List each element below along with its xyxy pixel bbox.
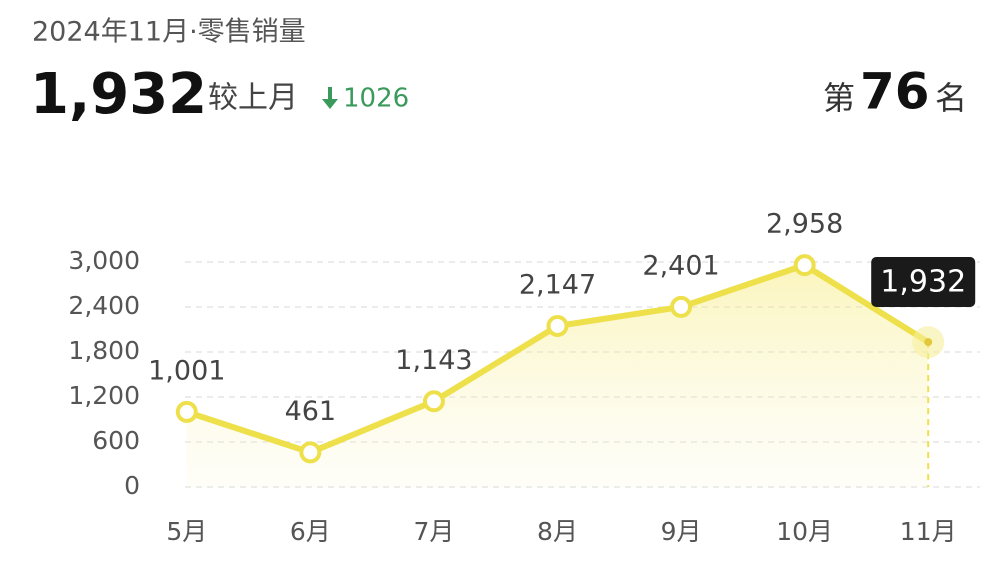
point xyxy=(924,338,933,347)
point xyxy=(546,314,569,337)
y-tick-label: 1,800 xyxy=(68,336,140,365)
x-tick-label: 8月 xyxy=(537,517,578,546)
x-tick-label: 7月 xyxy=(413,517,454,546)
point xyxy=(422,390,445,413)
y-tick-label: 1,200 xyxy=(68,381,140,410)
point xyxy=(175,400,198,423)
value-label: 461 xyxy=(285,396,337,427)
change-label: 较上月 xyxy=(208,81,298,116)
y-tick-label: 600 xyxy=(92,426,140,455)
x-tick-label: 10月 xyxy=(776,517,833,546)
change-value: 1026 xyxy=(343,84,409,114)
point xyxy=(793,254,816,277)
rank-prefix: 第 xyxy=(823,79,855,117)
x-tick-label: 5月 xyxy=(166,517,207,546)
value-label: 2,401 xyxy=(642,250,719,281)
rank-suffix: 名 xyxy=(935,79,967,117)
point xyxy=(299,441,322,464)
x-tick-label: 9月 xyxy=(661,517,702,546)
chart-title: 2024年11月·零售销量 xyxy=(32,17,306,48)
y-tick-label: 3,000 xyxy=(68,246,140,275)
value-label: 2,147 xyxy=(519,269,596,300)
value-label: 1,143 xyxy=(395,345,472,376)
rank: 76 xyxy=(860,63,930,121)
tooltip-box xyxy=(871,257,976,307)
x-tick-label: 6月 xyxy=(290,517,331,546)
value-label: 1,001 xyxy=(148,355,225,386)
down-arrow xyxy=(322,87,338,109)
tooltip-value: 1,932 xyxy=(880,265,966,300)
x-tick-label: 11月 xyxy=(900,517,957,546)
area xyxy=(186,265,929,487)
point xyxy=(670,295,693,318)
headline: 1,932 xyxy=(30,62,207,127)
y-tick-label: 0 xyxy=(124,471,140,500)
y-tick-label: 2,400 xyxy=(68,291,140,320)
value-label: 2,958 xyxy=(766,209,843,240)
